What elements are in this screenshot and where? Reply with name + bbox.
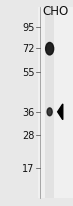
Text: 55: 55 (22, 68, 34, 78)
Text: 72: 72 (22, 43, 34, 53)
FancyBboxPatch shape (45, 8, 54, 198)
Text: 17: 17 (22, 163, 34, 173)
Ellipse shape (47, 108, 52, 116)
Text: 28: 28 (22, 130, 34, 140)
Text: CHO: CHO (42, 5, 69, 18)
Ellipse shape (46, 43, 54, 56)
Polygon shape (58, 104, 63, 120)
Text: 36: 36 (22, 107, 34, 117)
Text: 95: 95 (22, 23, 34, 33)
FancyBboxPatch shape (38, 8, 73, 198)
